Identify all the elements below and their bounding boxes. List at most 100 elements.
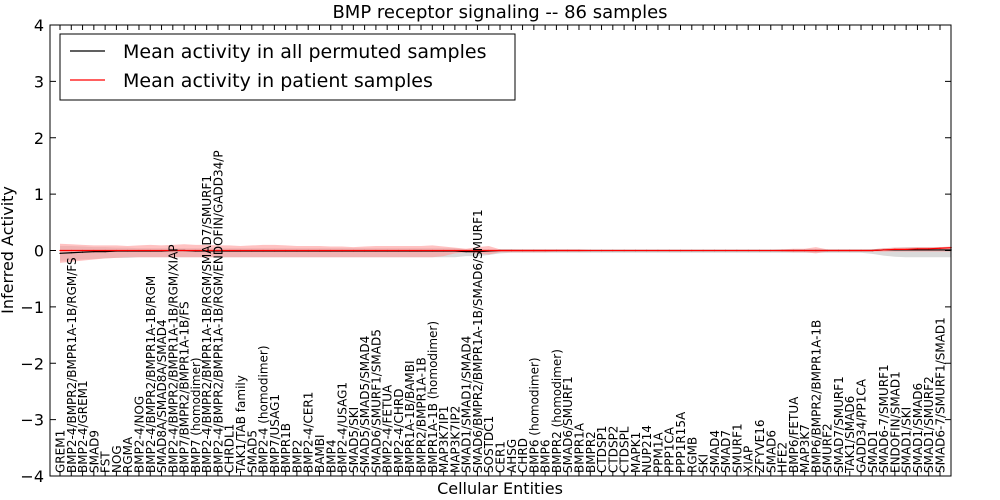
patient-mean-point — [736, 249, 738, 252]
patient-mean-point — [849, 249, 851, 252]
patient-mean-point — [679, 249, 682, 252]
x-category-label: SMAD7 — [719, 430, 733, 473]
patient-mean-point — [104, 249, 106, 252]
patient-mean-point — [262, 249, 264, 252]
x-axis-label: Cellular Entities — [437, 479, 563, 498]
x-category-label: SMAD1/SKI — [900, 407, 914, 473]
y-tick-label: −2 — [20, 354, 44, 373]
patient-mean-point — [578, 249, 580, 252]
x-category-label: RGMA — [121, 436, 135, 473]
patient-mean-point — [375, 249, 377, 252]
x-category-label: BMPR1A-1B/BAMBI — [403, 360, 417, 473]
x-category-label: BMP7/USAG1 — [268, 394, 282, 473]
x-category-label: BMP2-4 (homodimer) — [257, 345, 271, 473]
x-category-label: CTDSP1 — [595, 426, 609, 473]
patient-mean-point — [612, 249, 614, 252]
x-category-label: SMURF1 — [730, 423, 744, 473]
patient-mean-point — [307, 249, 309, 252]
x-category-label: GREM1 — [54, 430, 68, 473]
patient-mean-point — [589, 249, 591, 252]
band-layer — [60, 243, 952, 263]
x-category-label: NOG — [110, 445, 124, 473]
patient-mean-point — [916, 248, 919, 250]
patient-mean-point — [668, 249, 670, 252]
patient-mean-point — [882, 249, 885, 251]
patient-mean-point — [160, 249, 163, 252]
x-category-label: BMP2-4/NOG — [132, 396, 146, 473]
patient-spread-band — [60, 243, 952, 263]
x-category-label: ENDOFIN/SMAD1 — [888, 371, 902, 473]
x-category-label: BMP2-4/BMPR2/BMPR1A-1B/RGM/XIAP — [166, 244, 180, 473]
y-tick-label: −4 — [20, 467, 44, 486]
patient-mean-point — [93, 249, 95, 252]
patient-mean-point — [454, 249, 456, 252]
x-category-label: SMAD8A/SMAD8A/SMAD4 — [155, 319, 169, 473]
patient-mean-point — [409, 249, 411, 252]
permuted-mean-point — [93, 251, 95, 253]
x-category-label: CHRDL1 — [223, 424, 237, 473]
x-category-label: BMPR1B — [279, 423, 293, 473]
x-category-label: BMP7/BMPR2/BMPR1A-1B/FS — [178, 301, 192, 473]
patient-mean-point — [804, 249, 806, 252]
permuted-mean-point — [928, 249, 930, 251]
legend-label-permuted: Mean activity in all permuted samples — [123, 41, 486, 63]
x-category-label: TAK1/SMAD6 — [843, 396, 857, 474]
y-tick-label: 3 — [34, 72, 44, 91]
patient-mean-point — [499, 249, 501, 252]
x-category-label: PPM1A — [651, 432, 665, 473]
x-category-label: RGMB — [685, 437, 699, 473]
patient-mean-point — [826, 249, 828, 252]
x-category-label: BMPR1A-1B (homodimer) — [426, 321, 440, 473]
x-category-label: BMP6/BMPR2/BMPR1A-1B — [809, 320, 823, 473]
permuted-mean-point — [939, 249, 941, 251]
patient-mean-point — [172, 249, 174, 252]
x-category-label: SMAD7/SMURF1 — [832, 376, 846, 473]
patient-mean-point — [646, 249, 648, 252]
x-category-label: CTDSPL — [618, 426, 632, 473]
patient-mean-point — [781, 249, 783, 252]
x-category-label: BMP7 (homodimer) — [189, 357, 203, 473]
x-category-label: BMP6 (homodimer) — [527, 357, 541, 473]
x-category-label: SMAD9 — [87, 430, 101, 473]
patient-mean-point — [476, 249, 479, 252]
patient-mean-point — [702, 249, 704, 252]
patient-mean-point — [239, 249, 242, 252]
patient-mean-point — [352, 249, 354, 252]
patient-mean-point — [623, 249, 625, 252]
patient-mean-point — [521, 249, 524, 252]
x-category-label: BMP2 — [290, 440, 304, 473]
x-category-label: SMAD6-7/SMURF1 — [877, 364, 891, 473]
y-axis: 4 3 2 1 0 −1 −2 −3 −4 — [20, 16, 951, 486]
x-category-label: SKI — [697, 454, 711, 473]
x-category-label: TAK1/TAB family — [234, 375, 248, 474]
y-tick-label: −1 — [20, 298, 44, 317]
permuted-mean-point — [59, 252, 61, 254]
patient-mean-point — [127, 249, 129, 252]
patient-mean-point — [330, 249, 332, 252]
patient-mean-point — [285, 249, 287, 252]
patient-mean-line — [60, 247, 952, 252]
x-category-label: BMP2-4/CER1 — [302, 392, 316, 473]
patient-mean-point — [420, 249, 422, 252]
patient-mean-point — [792, 249, 794, 252]
patient-mean-point — [747, 249, 749, 252]
x-category-label: BAMBI — [313, 434, 327, 473]
x-category-label: MAPK1 — [629, 432, 643, 473]
x-category-label: BMP2-4/BMPR2/BMPR1A-1B/RGM — [144, 276, 158, 473]
patient-mean-point — [770, 249, 772, 252]
x-category-label: BMPR2/BMPR1A-1B — [415, 357, 429, 473]
x-category-label: AHSG — [505, 439, 519, 473]
patient-mean-point — [364, 249, 366, 252]
patient-mean-point — [860, 249, 862, 252]
permuted-mean-point — [81, 251, 84, 253]
patient-mean-point — [600, 249, 603, 252]
x-category-label: SMAD6-7/SMURF1/SMAD1 — [934, 317, 948, 473]
x-category-label: FST — [99, 451, 113, 473]
patient-mean-point — [138, 249, 140, 252]
patient-mean-point — [928, 248, 930, 250]
x-category-label: SMAD5 — [245, 430, 259, 473]
x-category-label: SMAD6/SMURF1/SMAD5 — [369, 329, 383, 473]
patient-mean-point — [149, 249, 151, 252]
y-tick-label: 4 — [34, 16, 44, 35]
